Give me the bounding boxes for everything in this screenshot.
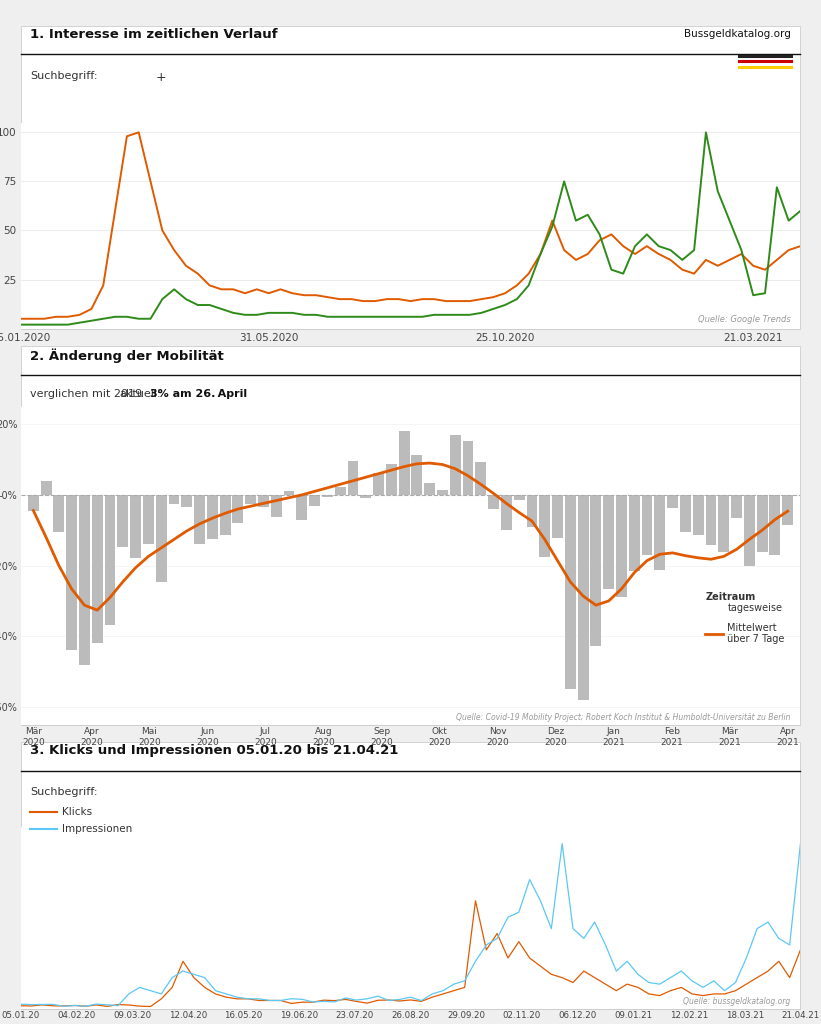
- Bar: [680, 495, 690, 532]
- Bar: [450, 435, 461, 495]
- Text: 3% am 26. April: 3% am 26. April: [150, 389, 247, 399]
- Bar: [693, 495, 704, 535]
- Bar: [424, 483, 435, 495]
- Bar: [220, 495, 231, 535]
- Bar: [143, 495, 154, 544]
- Bar: [514, 495, 525, 500]
- Text: 3. Klicks und Impressionen 05.01.20 bis 21.04.21: 3. Klicks und Impressionen 05.01.20 bis …: [30, 744, 399, 757]
- Bar: [79, 495, 89, 665]
- Bar: [590, 495, 601, 646]
- Text: tagesweise: tagesweise: [727, 603, 782, 613]
- Text: +: +: [155, 71, 166, 84]
- Bar: [258, 495, 269, 507]
- Bar: [539, 495, 550, 557]
- Bar: [565, 495, 576, 689]
- Bar: [782, 495, 793, 525]
- Bar: [296, 495, 307, 520]
- Bar: [654, 495, 665, 570]
- Bar: [207, 495, 218, 539]
- Bar: [92, 495, 103, 643]
- Bar: [283, 490, 295, 495]
- Bar: [28, 495, 39, 511]
- Bar: [718, 495, 729, 552]
- Text: Bussgeldkatalog.org: Bussgeldkatalog.org: [684, 29, 791, 39]
- Bar: [732, 495, 742, 518]
- Text: corona regeln: corona regeln: [165, 77, 246, 87]
- Text: corona: corona: [103, 77, 143, 87]
- Bar: [475, 463, 486, 495]
- Bar: [603, 495, 614, 590]
- Text: Quelle: bussgeldkatalog.org: Quelle: bussgeldkatalog.org: [683, 996, 791, 1006]
- Bar: [271, 495, 282, 517]
- Bar: [629, 495, 640, 571]
- Bar: [744, 495, 754, 566]
- Bar: [462, 440, 474, 495]
- Bar: [53, 495, 64, 531]
- Bar: [156, 495, 167, 582]
- Bar: [335, 487, 346, 495]
- Bar: [769, 495, 780, 555]
- Bar: [386, 464, 397, 495]
- Bar: [181, 495, 192, 507]
- Text: corona strafen: corona strafen: [97, 793, 183, 803]
- Text: 1. Interesse im zeitlichen Verlauf: 1. Interesse im zeitlichen Verlauf: [30, 28, 278, 41]
- Bar: [310, 495, 320, 506]
- Bar: [131, 495, 141, 558]
- Bar: [488, 495, 499, 509]
- Bar: [616, 495, 627, 597]
- Text: aktuell:: aktuell:: [119, 389, 161, 399]
- Bar: [437, 490, 448, 495]
- Bar: [373, 473, 384, 495]
- Bar: [641, 495, 653, 555]
- Bar: [411, 456, 422, 495]
- Bar: [360, 495, 371, 499]
- Bar: [399, 431, 410, 495]
- Text: Impressionen: Impressionen: [62, 824, 132, 835]
- Bar: [578, 495, 589, 700]
- Bar: [168, 495, 180, 504]
- Text: Suchbegriff:: Suchbegriff:: [30, 71, 98, 81]
- Bar: [347, 461, 359, 495]
- Text: Klicks: Klicks: [62, 807, 92, 817]
- Bar: [526, 495, 538, 527]
- Bar: [194, 495, 205, 544]
- Bar: [322, 495, 333, 498]
- Text: verglichen mit 2019: verglichen mit 2019: [30, 389, 143, 399]
- Bar: [705, 495, 717, 545]
- Bar: [232, 495, 243, 523]
- Text: Quelle: Google Trends: Quelle: Google Trends: [698, 315, 791, 325]
- Text: Suchbegriff:: Suchbegriff:: [30, 787, 98, 797]
- Bar: [245, 495, 256, 504]
- Bar: [667, 495, 678, 508]
- Text: Quelle: Covid-19 Mobility Project; Robert Koch Institut & Humboldt-Universität z: Quelle: Covid-19 Mobility Project; Rober…: [456, 713, 791, 722]
- Bar: [501, 495, 511, 530]
- Text: Mittelwert
über 7 Tage: Mittelwert über 7 Tage: [727, 623, 785, 644]
- Bar: [104, 495, 116, 625]
- Text: Zeitraum: Zeitraum: [706, 592, 756, 601]
- Bar: [67, 495, 77, 650]
- Bar: [41, 480, 52, 495]
- Text: 2. Änderung der Mobilität: 2. Änderung der Mobilität: [30, 348, 224, 362]
- Bar: [552, 495, 563, 538]
- Bar: [117, 495, 128, 547]
- Bar: [757, 495, 768, 552]
